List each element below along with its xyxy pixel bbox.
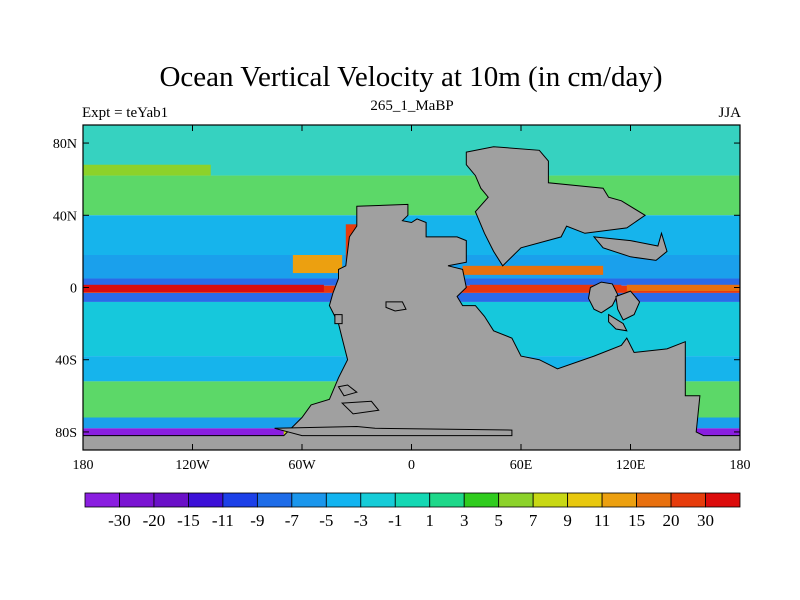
colorbar-box bbox=[636, 492, 672, 508]
y-tick-label: 80S bbox=[55, 426, 77, 441]
velocity-feature-1 bbox=[469, 284, 622, 292]
colorbar-box bbox=[84, 492, 120, 508]
colorbar-label: 15 bbox=[628, 511, 645, 530]
colorbar-box bbox=[705, 492, 741, 508]
subtitle-center: 265_1_MaBP bbox=[370, 98, 453, 114]
colorbar-label: 5 bbox=[494, 511, 503, 530]
y-tick-label: 80N bbox=[53, 137, 77, 152]
colorbar-box bbox=[188, 492, 224, 508]
y-tick-label: 40S bbox=[55, 354, 77, 369]
colorbar-box bbox=[601, 492, 637, 508]
land-island-mid bbox=[587, 281, 619, 314]
x-tick-label: 180 bbox=[730, 458, 751, 473]
velocity-feature-6 bbox=[462, 265, 604, 275]
colorbar-label: 9 bbox=[563, 511, 572, 530]
land-eastern-block bbox=[592, 231, 668, 261]
land-islet-4 bbox=[340, 400, 380, 415]
y-tick-label: 0 bbox=[70, 282, 77, 297]
land-islet-1 bbox=[385, 301, 407, 312]
colorbar-box bbox=[567, 492, 603, 508]
colorbar-label: -7 bbox=[285, 511, 300, 530]
colorbar-label: -1 bbox=[388, 511, 402, 530]
land-central-continent bbox=[83, 203, 740, 450]
colorbar-box bbox=[291, 492, 327, 508]
land-arc-east bbox=[615, 290, 641, 321]
x-tick-label: 0 bbox=[408, 458, 415, 473]
colorbar-box bbox=[153, 492, 189, 508]
x-tick-label: 120E bbox=[616, 458, 646, 473]
velocity-feature-0 bbox=[83, 284, 324, 293]
land-masks bbox=[83, 146, 740, 450]
velocity-feature-2 bbox=[626, 284, 740, 292]
colorbar-label: 7 bbox=[529, 511, 538, 530]
subtitle-right: JJA bbox=[718, 105, 741, 121]
velocity-feature-4 bbox=[292, 255, 343, 274]
y-axis: 80N 40N 0 40S 80S bbox=[53, 137, 740, 441]
colorbar-box bbox=[532, 492, 569, 508]
colorbar-label: 1 bbox=[425, 511, 434, 530]
colorbar-box bbox=[394, 492, 431, 508]
land-northern-block bbox=[465, 146, 647, 267]
x-tick-label: 180 bbox=[73, 458, 94, 473]
subtitle-left: Expt = teYab1 bbox=[82, 105, 168, 121]
colorbar-box bbox=[429, 492, 465, 508]
map-plot-area bbox=[83, 125, 740, 450]
colorbar-box bbox=[360, 492, 396, 508]
land-southern-shelf bbox=[274, 425, 513, 437]
velocity-field-band-1 bbox=[83, 175, 740, 216]
colorbar-box bbox=[256, 492, 293, 508]
colorbar-box bbox=[222, 492, 258, 508]
x-axis: 180 120W 60W 0 60E 120E 180 bbox=[73, 125, 751, 473]
colorbar-box bbox=[325, 492, 362, 508]
land-islet-2 bbox=[334, 314, 343, 325]
colorbar-label: 20 bbox=[663, 511, 680, 530]
colorbar-box bbox=[463, 492, 500, 508]
colorbar-label: 11 bbox=[594, 511, 610, 530]
chart-title: Ocean Vertical Velocity at 10m (in cm/da… bbox=[159, 61, 662, 93]
y-tick-label: 40N bbox=[53, 209, 77, 224]
colorbar-label: -30 bbox=[108, 511, 131, 530]
velocity-feature-3 bbox=[83, 164, 211, 176]
colorbar-box bbox=[498, 492, 534, 508]
colorbar-label: -11 bbox=[212, 511, 234, 530]
x-tick-label: 120W bbox=[175, 458, 210, 473]
colorbar-label: 3 bbox=[460, 511, 469, 530]
land-islet-3 bbox=[337, 384, 358, 397]
colorbar-box bbox=[119, 492, 155, 508]
colorbar-label: -20 bbox=[143, 511, 166, 530]
colorbar-label: -5 bbox=[319, 511, 333, 530]
colorbar-label: 30 bbox=[697, 511, 714, 530]
x-tick-label: 60W bbox=[288, 458, 316, 473]
colorbar-label: -3 bbox=[354, 511, 368, 530]
colorbar-box bbox=[670, 492, 706, 508]
colorbar: -30 -20 -15 -11 -9 -7 -5 -3 -1 1 3 5 7 9 11 15 20 30 bbox=[84, 492, 741, 530]
x-tick-label: 60E bbox=[510, 458, 533, 473]
land-peninsula-a bbox=[608, 313, 628, 332]
colorbar-label: -9 bbox=[250, 511, 264, 530]
colorbar-label: -15 bbox=[177, 511, 200, 530]
